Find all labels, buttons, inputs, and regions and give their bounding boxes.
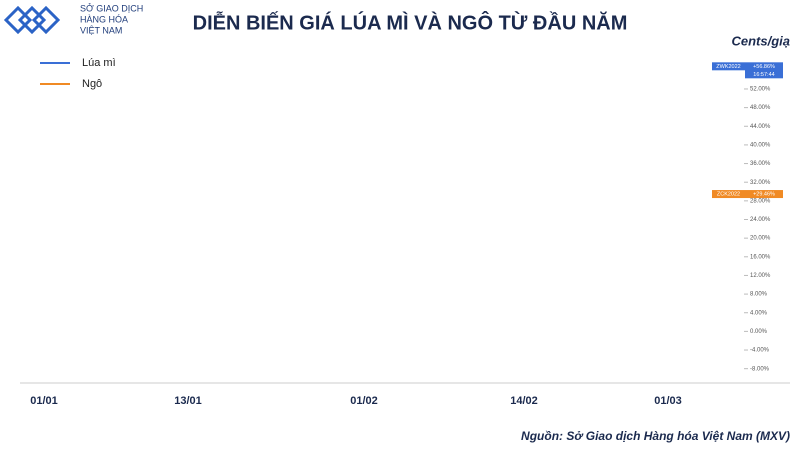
y-tick-label: 8.00%: [750, 292, 768, 298]
change-box: [745, 190, 783, 199]
change-label: +56.86%: [753, 64, 775, 70]
y-tick-label: 32.00%: [750, 180, 771, 186]
tag-box: [712, 62, 745, 71]
y-tick-label: 44.00%: [750, 124, 771, 130]
y-tick-label: 28.00%: [750, 198, 771, 204]
y-tick-label: 52.00%: [750, 87, 771, 93]
y-tick-label: 48.00%: [750, 105, 771, 111]
change-box: [745, 62, 783, 79]
y-tick-label: -8.00%: [750, 366, 770, 372]
source: Nguồn: Sở Giao dịch Hàng hóa Việt Nam (M…: [521, 429, 790, 443]
y-tick-label: -4.00%: [750, 348, 770, 354]
logo: [3, 5, 61, 35]
x-tick-label: 01/02: [350, 395, 378, 407]
tag-label: ZWK2022: [716, 64, 740, 70]
chart-title: DIỄN BIẾN GIÁ LÚA MÌ VÀ NGÔ TỪ ĐẦU NĂM: [193, 10, 628, 34]
tag-label: ZCK2022: [717, 191, 740, 197]
y-tick-label: 40.00%: [750, 142, 771, 148]
brand-line: VIỆT NAM: [80, 25, 122, 35]
x-tick-label: 14/02: [510, 395, 538, 407]
y-tick-label: 16.00%: [750, 254, 771, 260]
y-tick-label: 36.00%: [750, 161, 771, 167]
legend-label: Lúa mì: [82, 57, 116, 69]
brand-line: HÀNG HÓA: [80, 14, 128, 24]
tag-box: [712, 190, 745, 199]
brand-line: SỞ GIAO DỊCH: [80, 2, 143, 13]
y-tick-label: 12.00%: [750, 273, 771, 279]
y-tick-label: 4.00%: [750, 310, 768, 316]
x-tick-label: 13/01: [174, 395, 202, 407]
y-tick-label: 20.00%: [750, 236, 771, 242]
unit-label: Cents/giạ: [731, 33, 790, 48]
y-tick-label: 0.00%: [750, 329, 768, 335]
time-label: 16:57:44: [753, 72, 774, 78]
change-label: +29.46%: [753, 191, 775, 197]
x-tick-label: 01/01: [30, 395, 58, 407]
legend-label: Ngô: [82, 78, 102, 90]
x-tick-label: 01/03: [654, 395, 682, 407]
y-tick-label: 24.00%: [750, 217, 771, 223]
